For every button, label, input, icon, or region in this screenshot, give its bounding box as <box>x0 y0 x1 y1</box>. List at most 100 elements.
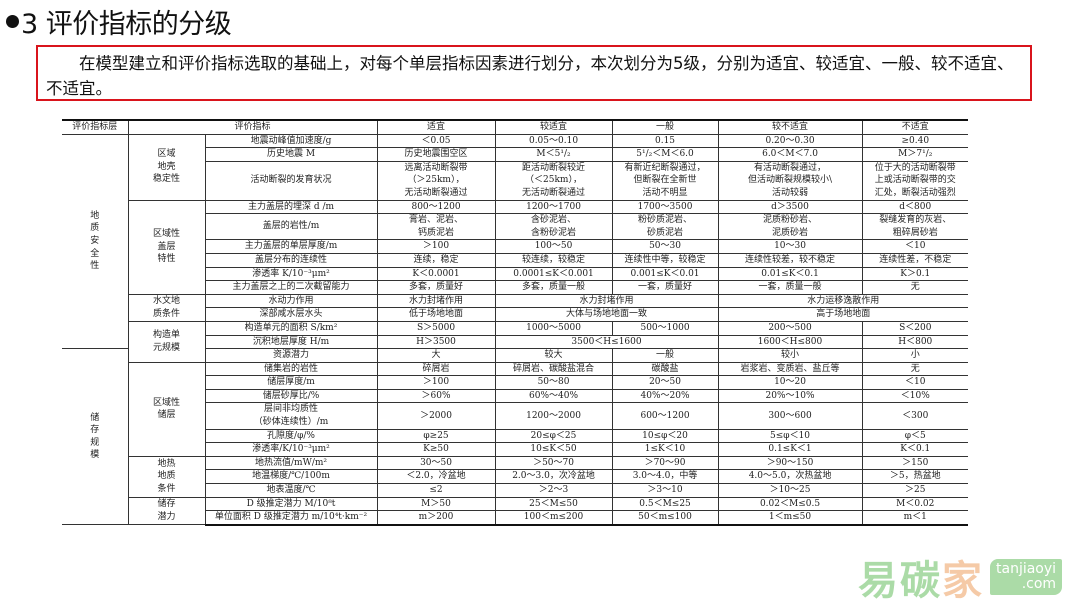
table-cell: 较连续，较稳定 <box>494 252 613 268</box>
table-row: 水文地 质条件 水动力作用 水力封堵作用 水力封堵作用 水力运移逸散作用 <box>62 293 969 322</box>
table-cell: 地热流值/mW/m² <box>204 455 378 471</box>
table-cell: 10～20 <box>717 375 863 390</box>
table-row: 储 存 规 模 资源潜力大较大 一般 较小小 <box>62 348 969 526</box>
table-cell: 地温梯度/℃/100m <box>204 469 378 485</box>
table-cell: ＜300 <box>861 402 969 430</box>
table-cell: ＜0.05 <box>376 133 496 149</box>
table-cell: m＞200 <box>376 510 496 526</box>
table-cell: 1700～3500 <box>611 199 719 215</box>
table-cell: 10～30 <box>717 239 863 254</box>
table-row: 区域性 储层 储集岩的岩性 碎屑岩 碎屑岩、碳酸盐混合 碳酸盐 岩浆岩、变质岩、盐丘等无 <box>62 361 969 457</box>
table-cell: ＜2.0，冷盆地 <box>376 469 496 485</box>
table-cell: 50～30 <box>611 239 719 254</box>
table-cell: 4.0～5.0，次热盆地 <box>717 469 863 485</box>
table-cell: ＞5，热盆地 <box>861 469 969 485</box>
table-cell: 地表温度/℃ <box>204 483 378 498</box>
table-cell: 25＜M≤50 <box>494 496 613 512</box>
table-cell: 5¹/₂＜M＜6.0 <box>611 147 719 162</box>
column-header: 较适宜 <box>494 118 613 135</box>
table-cell: S＞5000 <box>376 320 496 336</box>
table-cell: 深部咸水层水头 <box>204 307 378 322</box>
category-cell: 区域性 盖层 特性 <box>127 199 206 295</box>
table-row: 层间非均质性 （砂体连续性）/m ＞2000 1200～2000 600～1200 30… <box>62 402 969 430</box>
table-cell: ＞2～3 <box>494 483 613 498</box>
table-cell: 1600＜H≤800 <box>717 334 863 350</box>
table-cell: d＜800 <box>861 199 969 215</box>
table-cell: 储集岩的岩性 <box>204 361 378 377</box>
table-cell: 50＜m≤100 <box>611 510 719 526</box>
table-header-row: 评价指标层 评价指标 适宜 较适宜 一般 较不适宜 不适宜 <box>62 118 969 135</box>
table-cell: 20～50 <box>611 375 719 390</box>
table-row: 地温梯度/℃/100m ＜2.0，冷盆地 2.0～3.0，次冷盆地 3.0～4.0，中… <box>62 469 969 485</box>
table-cell: 层间非均质性 （砂体连续性）/m <box>204 402 378 430</box>
table-cell: 主力盖层的单层厚度/m <box>204 239 378 254</box>
table-row: 渗透率 K/10⁻³μm² K＜0.0001 0.0001≤K＜0.001 0.001… <box>62 266 969 282</box>
watermark-logo: 易碳家 tanjiaoyi .com <box>858 548 1063 606</box>
table-cell: 1≤K＜10 <box>611 442 719 457</box>
table-cell: ＞100 <box>376 375 496 390</box>
watermark-cn: 易碳家 <box>858 558 984 604</box>
table-cell: 较大 <box>494 348 613 363</box>
table-cell: 多套，质量好 <box>376 280 496 295</box>
column-header: 评价指标层 <box>62 118 129 135</box>
table-cell: ＞2000 <box>376 402 496 430</box>
table-cell: 一套，质量一般 <box>717 280 863 295</box>
table-row: 深部咸水层水头 低于场地地面 大体与场地地面一致 高于场地地面 <box>62 307 969 322</box>
table-cell: 20%～10% <box>717 388 863 404</box>
table-cell: 资源潜力 <box>204 348 378 363</box>
table-cell: 膏岩、泥岩、 钙质泥岩 <box>376 213 496 241</box>
table-cell: 水动力作用 <box>204 293 378 309</box>
table-cell: 1200～2000 <box>494 402 613 430</box>
table-cell: 高于场地地面 <box>717 307 969 322</box>
table-row: 活动断裂的发育状况 远离活动断裂带 （＞25km）， 无活动断裂通过 距活动断裂较近… <box>62 160 969 201</box>
table-cell: 无 <box>861 280 969 295</box>
table-cell: 连续性中等，较稳定 <box>611 252 719 268</box>
grading-table: 评价指标层 评价指标 适宜 较适宜 一般 较不适宜 不适宜地 质 安 全 性区域 地壳 稳定… <box>62 118 969 526</box>
table-cell: 3500＜H≤1600 <box>494 334 719 350</box>
watermark-domain: tanjiaoyi .com <box>990 559 1063 595</box>
table-cell: ≤2 <box>376 483 496 498</box>
table-cell: ＞50～70 <box>494 455 613 471</box>
table-cell: 0.0001≤K＜0.001 <box>494 266 613 282</box>
table-cell: φ≥25 <box>376 428 496 444</box>
table-cell: 活动断裂的发育状况 <box>204 160 378 201</box>
category-cell: 构造单 元规模 <box>127 320 206 363</box>
table-cell: 碳酸盐 <box>611 361 719 377</box>
table-cell: 5≤φ＜10 <box>717 428 863 444</box>
table-row: 单位面积 D 级推定潜力 m/10⁴t·km⁻² m＞200 100＜m≤200 50… <box>62 510 969 526</box>
table-cell: M＜5¹/₂ <box>494 147 613 162</box>
layer-cell: 地 质 安 全 性 <box>62 133 129 350</box>
table-cell: 较小 <box>717 348 863 363</box>
table-cell: m＜1 <box>861 510 969 526</box>
table-cell: ＞150 <box>861 455 969 471</box>
table-cell: 0.20～0.30 <box>717 133 863 149</box>
table-cell: 孔隙度/φ/% <box>204 428 378 444</box>
table-cell: 100～50 <box>494 239 613 254</box>
table-cell: M＞7¹/₂ <box>861 147 969 162</box>
table-cell: ＞60% <box>376 388 496 404</box>
column-header: 评价指标 <box>127 118 378 135</box>
category-cell: 储存 潜力 <box>127 496 206 526</box>
table-cell: ＞25 <box>861 483 969 498</box>
intro-callout: 在模型建立和评价指标选取的基础上，对每个单层指标因素进行划分，本次划分为5级，分… <box>36 45 1032 101</box>
slide-title-text: 3 评价指标的分级 <box>21 9 232 40</box>
table-cell: 10≤φ＜20 <box>611 428 719 444</box>
table-cell: 碎屑岩、碳酸盐混合 <box>494 361 613 377</box>
table-row: 构造单 元规模 构造单元的面积 S/km² S＞5000 1000～5000 500～1… <box>62 320 969 363</box>
table-row: 地热 地质 条件 地热流值/mW/m² 30～50 ＞50～70 ＞70～90 ＞90～1… <box>62 455 969 498</box>
table-row: 储存 潜力 D 级推定潜力 M/10⁸t M＞50 25＜M≤50 0.5＜M≤25 0.… <box>62 496 969 526</box>
table-cell: 远离活动断裂带 （＞25km）， 无活动断裂通过 <box>376 160 496 201</box>
table-cell: 有新近纪断裂通过， 但断裂在全新世 活动不明显 <box>611 160 719 201</box>
table-row: 主力盖层的单层厚度/m ＞100 100～50 50～30 10～30 ＜10 <box>62 239 969 254</box>
table-cell: M＜0.02 <box>861 496 969 512</box>
table-cell: 含砂泥岩、 含粉砂泥岩 <box>494 213 613 241</box>
table-cell: 位于大的活动断裂带 上或活动断裂带的交 汇处，断裂活动强烈 <box>861 160 969 201</box>
table-cell: ＞100 <box>376 239 496 254</box>
table-cell: 无 <box>861 361 969 377</box>
table-cell: K＞0.1 <box>861 266 969 282</box>
table-cell: 沉积地层厚度 H/m <box>204 334 378 350</box>
table-cell: 6.0＜M＜7.0 <box>717 147 863 162</box>
column-header: 一般 <box>611 118 719 135</box>
table-cell: K＜0.0001 <box>376 266 496 282</box>
table-cell: ＞70～90 <box>611 455 719 471</box>
